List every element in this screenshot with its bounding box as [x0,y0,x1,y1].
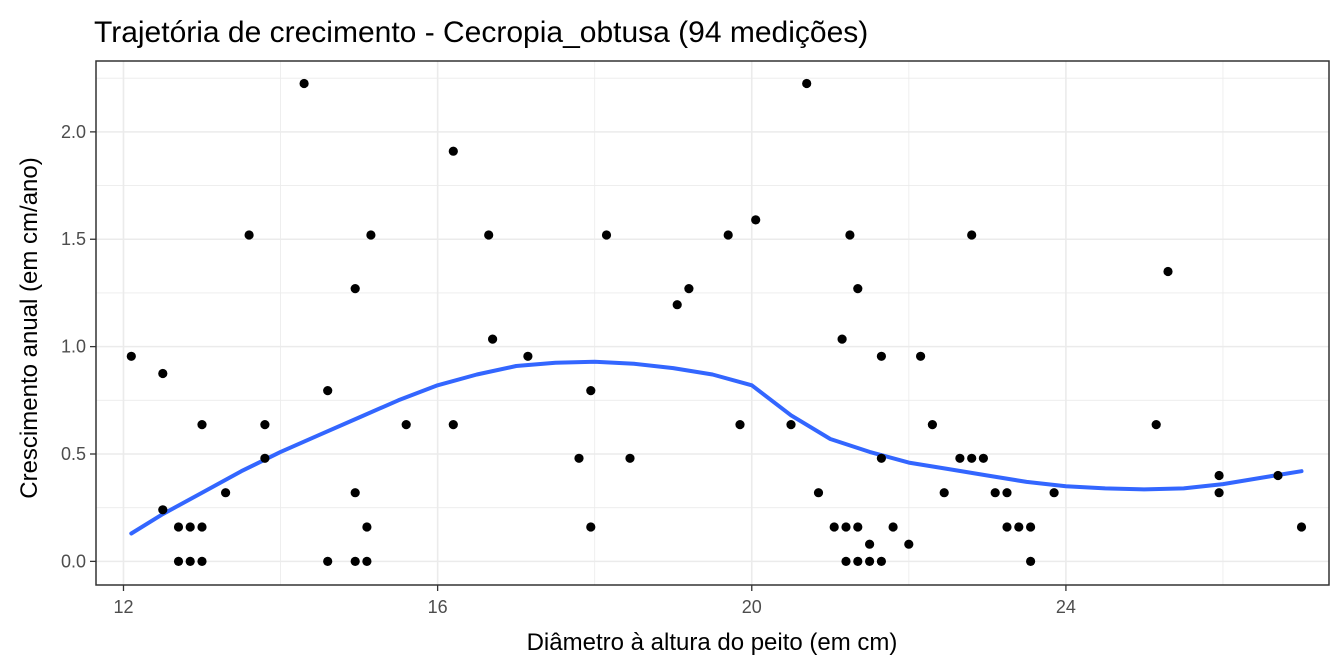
data-point [185,556,195,567]
data-point [158,368,168,379]
data-point [601,230,612,240]
data-point [865,556,875,567]
y-tick-label: 0.0 [61,551,86,571]
minor-gridlines [96,61,1329,585]
data-point [448,146,458,156]
data-point [185,522,195,532]
chart-title: Trajetória de crecimento - Cecropia_obtu… [94,16,868,49]
x-tick-label: 12 [113,597,133,617]
data-point [1296,522,1307,532]
data-point [323,386,333,396]
data-point [299,78,309,89]
data-point [955,453,965,463]
data-point [1214,470,1224,481]
data-point [841,556,851,567]
data-point [1273,470,1283,481]
data-point [723,230,733,240]
data-point [735,420,745,430]
x-axis-ticks: 12 16 20 24 [113,585,1076,617]
y-tick-label: 0.5 [61,444,86,464]
data-point [260,420,270,430]
data-point [1002,488,1012,498]
y-tick-label: 1.0 [61,337,86,357]
x-tick-label: 24 [1056,597,1076,617]
data-point [990,488,1000,498]
data-point [625,453,635,463]
data-point [126,351,136,361]
data-point [484,230,494,240]
y-axis-ticks: 0.0 0.5 1.0 1.5 2.0 [61,122,96,571]
data-point [197,556,207,567]
data-point [1026,556,1036,567]
data-point [1214,488,1224,498]
data-point [362,522,372,532]
data-point [350,556,360,567]
data-point [876,453,887,463]
data-point [448,420,458,430]
data-point [366,230,376,240]
data-point [853,284,863,294]
x-tick-label: 20 [742,597,762,617]
x-tick-label: 16 [428,597,448,617]
data-point [978,453,989,463]
data-point [1014,522,1024,532]
data-point [173,556,184,567]
data-point [865,539,875,549]
y-tick-label: 1.5 [61,229,86,249]
data-point [751,215,761,225]
data-point [829,522,839,532]
data-point [221,488,231,498]
data-point [813,488,824,498]
data-point [967,230,977,240]
data-point [586,386,596,396]
data-point [523,351,533,361]
data-point [684,284,694,294]
data-point [401,420,411,430]
data-point [888,522,898,532]
data-point [586,522,596,532]
data-point [967,453,977,463]
data-point [876,351,887,361]
data-point [362,556,372,567]
data-point [197,420,207,430]
data-point [173,522,184,532]
data-point [916,351,926,361]
plot-panel [96,61,1329,585]
data-point [350,284,360,294]
data-point [197,522,207,532]
data-point [574,453,584,463]
data-point [323,556,333,567]
data-point [260,453,270,463]
y-tick-label: 2.0 [61,122,86,142]
data-point [853,522,863,532]
x-axis-title: Diâmetro à altura do peito (em cm) [527,629,898,656]
data-point [845,230,855,240]
data-point [488,334,498,344]
data-point [841,522,851,532]
data-point [1151,420,1161,430]
major-gridlines [96,61,1329,585]
data-point [350,488,360,498]
y-axis-title: Crescimento anual (em cm/ano) [16,157,43,498]
panel-border [95,60,1330,586]
data-point [904,539,914,549]
data-point [1002,522,1012,532]
data-point [1163,266,1173,277]
data-point [1026,522,1036,532]
data-point [939,488,949,498]
data-point [158,505,168,515]
data-point [876,556,887,567]
data-point [672,300,682,310]
data-point [927,420,938,430]
data-point [837,334,847,344]
data-point [853,556,863,567]
smooth-trend-line [129,359,1304,536]
data-points [126,78,1307,567]
data-point [244,230,254,240]
data-point [802,78,812,89]
data-point [1049,488,1059,498]
data-point [786,420,796,430]
